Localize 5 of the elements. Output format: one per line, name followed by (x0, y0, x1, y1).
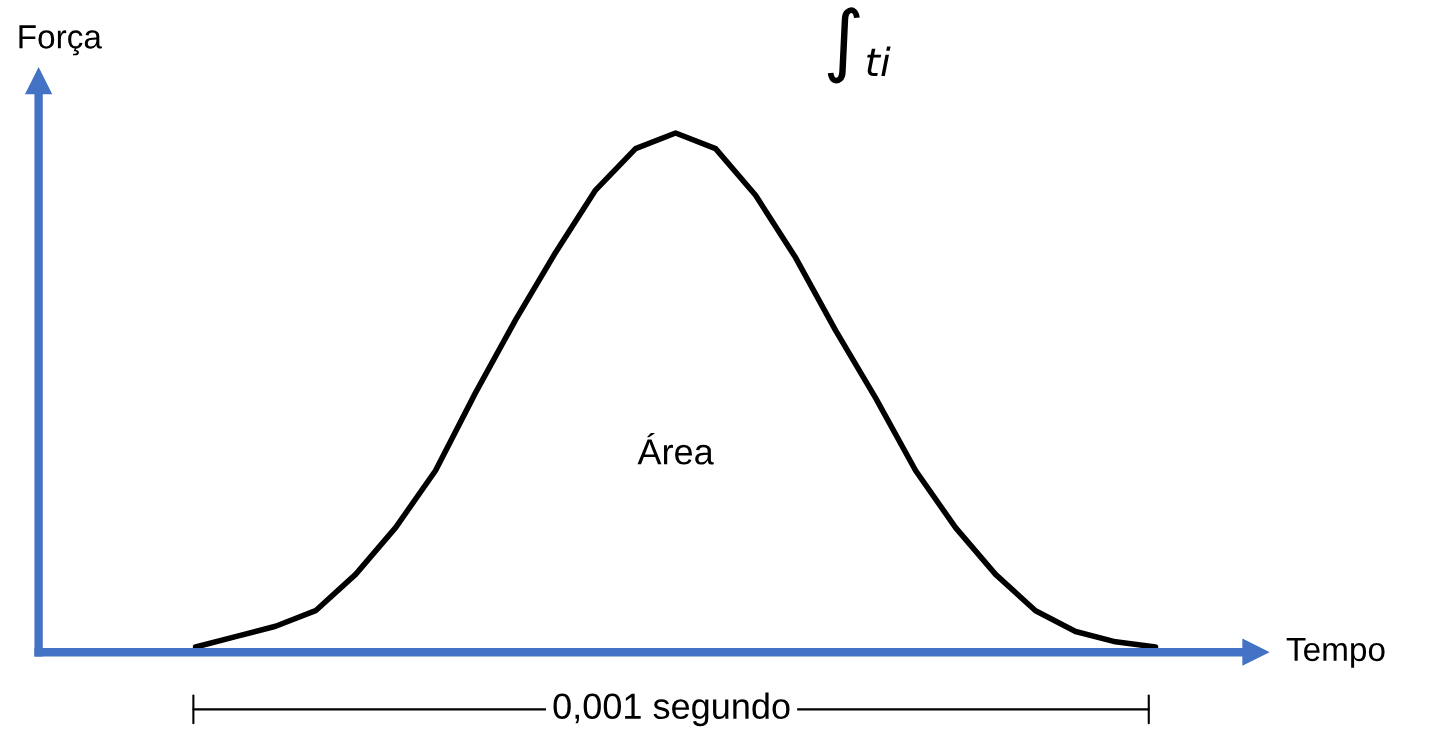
text: 0,001 segundo (553, 692, 790, 727)
y-axis-title: Força (19, 25, 102, 56)
text: ∫$_{ti}$ (827, 7, 891, 84)
annotation: Área (637, 432, 714, 465)
x-axis-title: Tempo (1286, 637, 1385, 668)
